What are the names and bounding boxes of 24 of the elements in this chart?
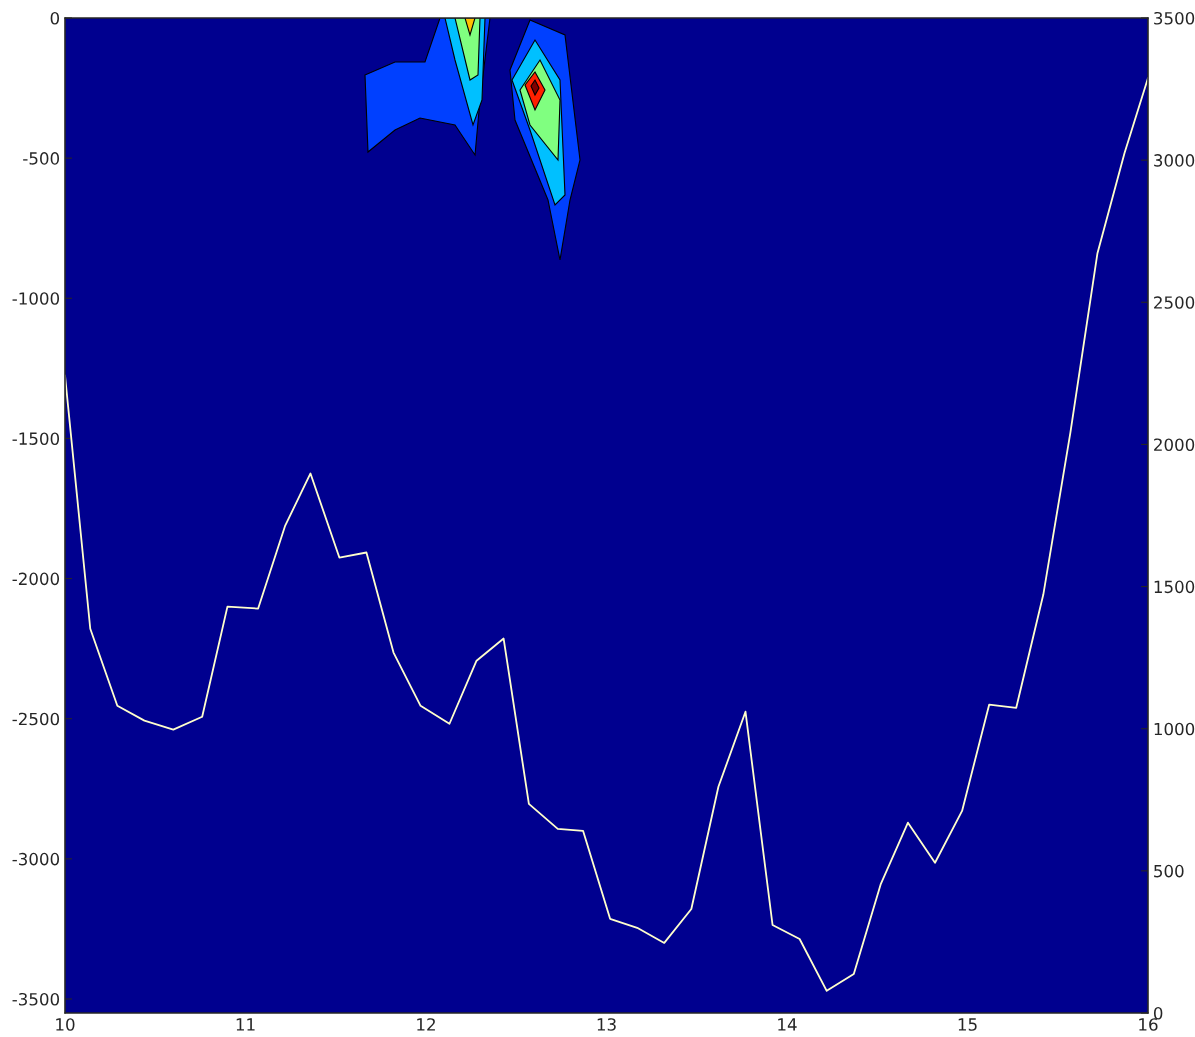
y-tick-label: -2000 xyxy=(12,572,60,586)
y2-tick-label: 500 xyxy=(1154,864,1184,878)
y2-tick-label: 2000 xyxy=(1154,438,1195,451)
y2-tick-label: 3500 xyxy=(1154,11,1195,25)
x-tick-label: 13 xyxy=(597,1018,616,1031)
y-tick-label: -500 xyxy=(23,152,60,165)
y2-tick-label: 2500 xyxy=(1154,296,1195,309)
y-tick-label: -2500 xyxy=(12,712,60,726)
y2-tick-label: 1000 xyxy=(1154,722,1195,736)
x-tick-label: 15 xyxy=(958,1018,977,1031)
y-tick-label: -1000 xyxy=(12,292,60,305)
y2-tick-label: 3000 xyxy=(1154,154,1195,167)
y-tick-label: -1500 xyxy=(12,432,60,445)
x-tick-label: 14 xyxy=(778,1018,797,1031)
y2-tick-label: 1500 xyxy=(1154,580,1195,594)
y-tick-label: -3000 xyxy=(12,852,60,866)
x-tick-label: 11 xyxy=(236,1018,255,1031)
y2-tick-label: 0 xyxy=(1153,1006,1163,1020)
y-tick-label: -3500 xyxy=(12,992,60,1006)
line-series xyxy=(65,77,1148,992)
x-tick-label: 16 xyxy=(1139,1018,1158,1031)
x-tick-label: 12 xyxy=(417,1018,435,1031)
y-tick-label: 0 xyxy=(50,11,60,25)
x-tick-label: 10 xyxy=(56,1018,75,1031)
